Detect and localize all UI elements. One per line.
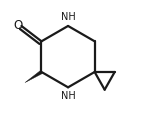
Text: NH: NH	[61, 91, 76, 101]
Polygon shape	[25, 70, 42, 83]
Text: O: O	[14, 19, 23, 32]
Text: NH: NH	[61, 12, 75, 22]
